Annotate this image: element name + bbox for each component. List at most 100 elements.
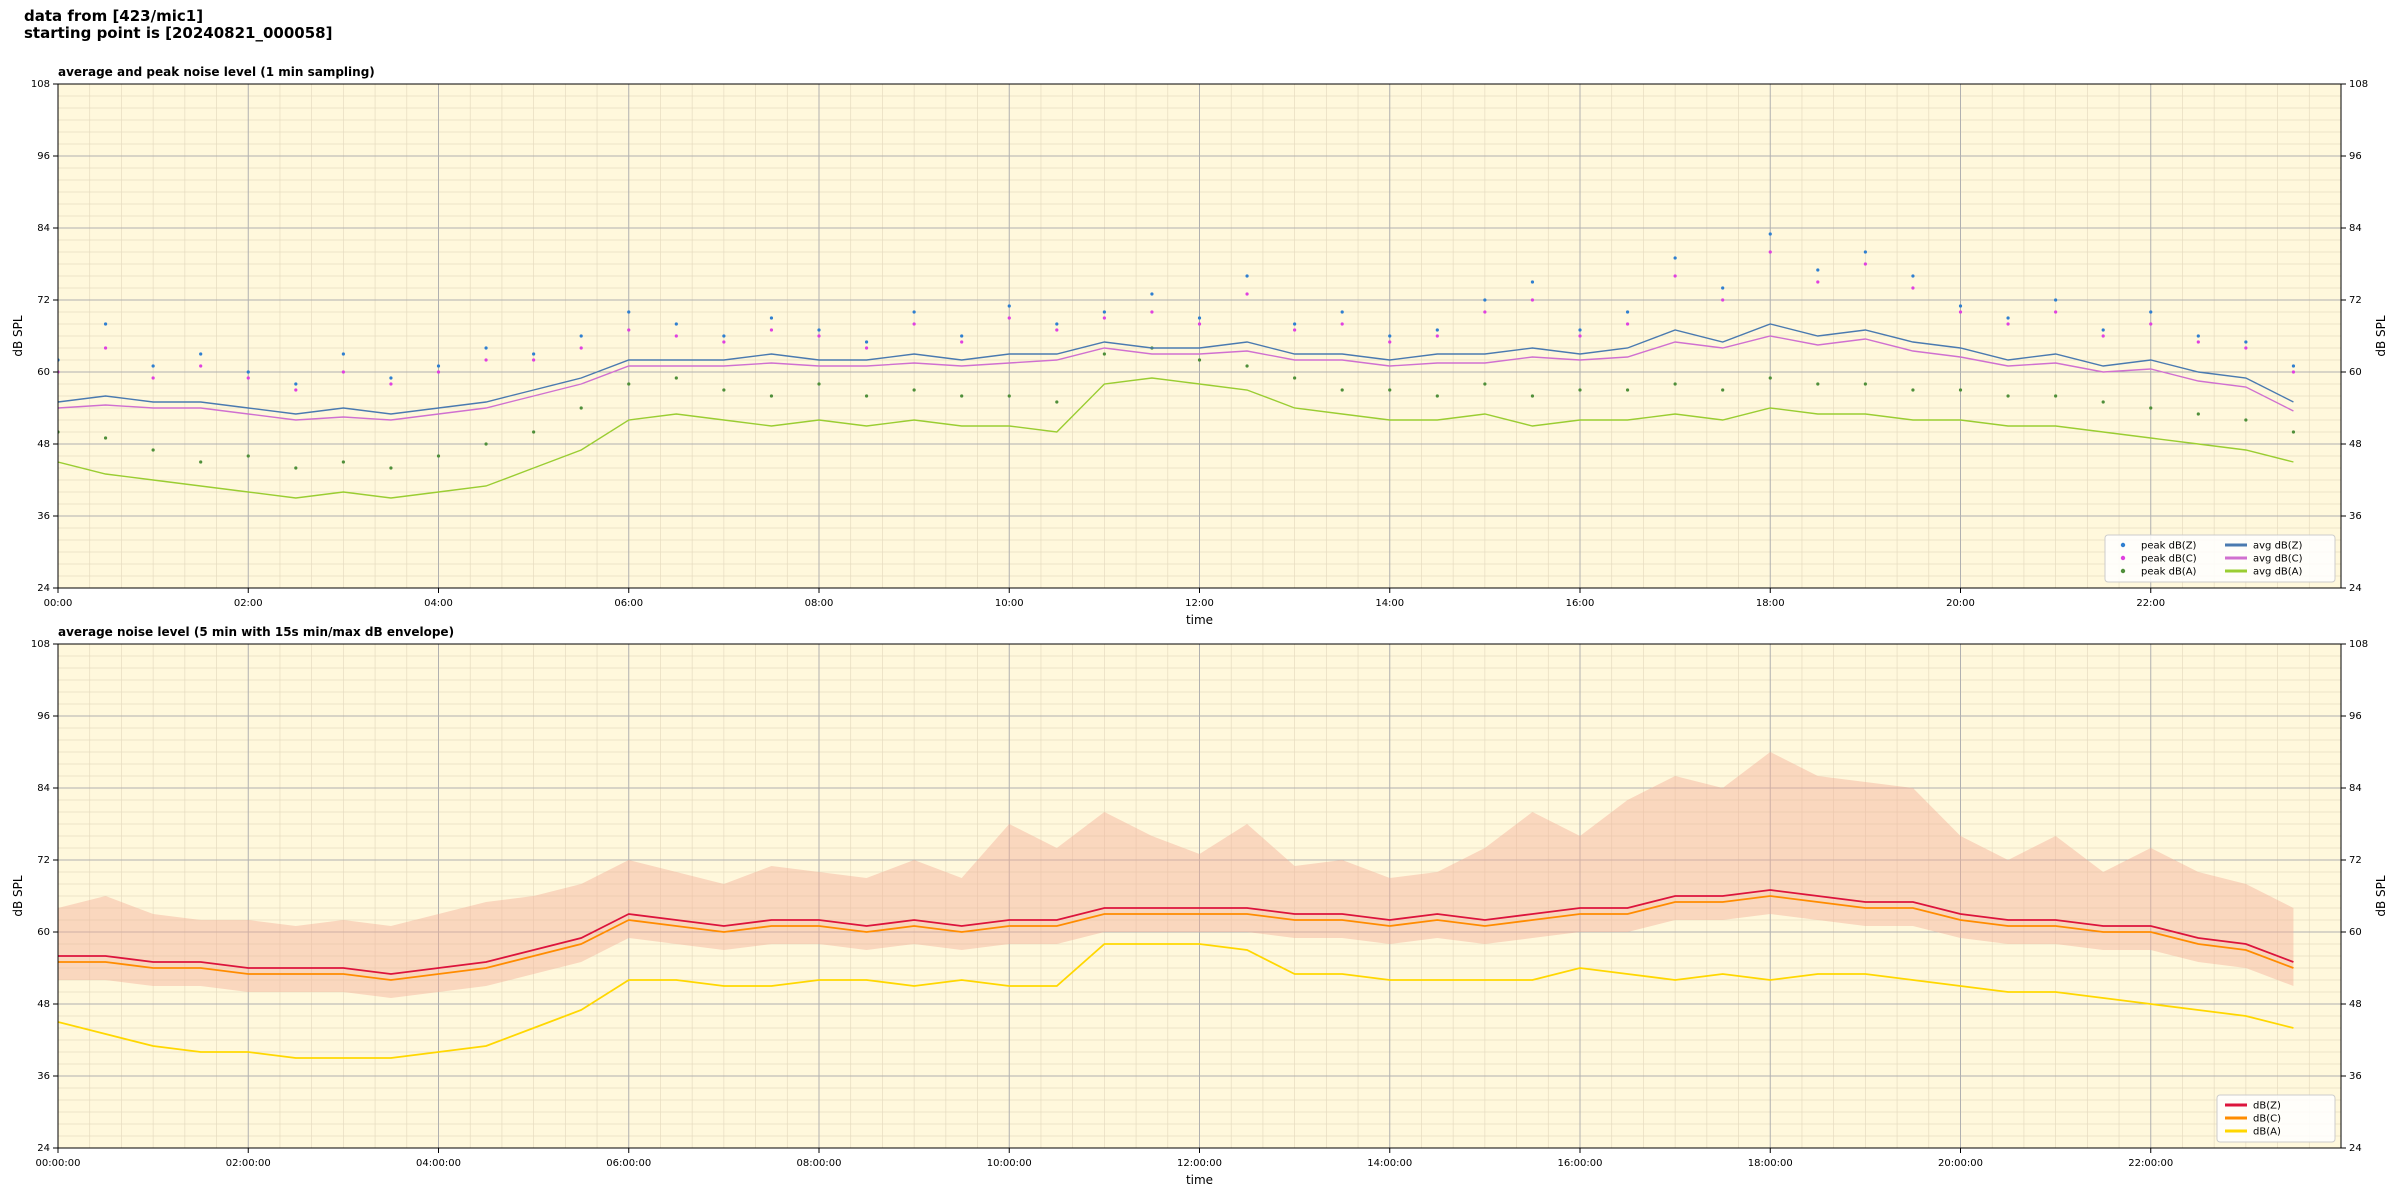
peak-point (627, 382, 631, 386)
peak-point (1625, 388, 1630, 392)
peak-point (1863, 382, 1867, 386)
y-tick-label: 60 (37, 927, 50, 938)
header-line: starting point is [20240821_000058] (24, 24, 332, 42)
axes-frame (57, 643, 2342, 1149)
peak-point (1435, 394, 1439, 398)
peak-point (1197, 316, 1202, 320)
y-tick-label: 48 (37, 999, 50, 1010)
axes-frame (57, 83, 2342, 589)
peak-point (1340, 310, 1344, 314)
peak-point (579, 406, 583, 410)
peak-point (1911, 274, 1915, 278)
peak-point (1388, 334, 1392, 338)
x-tick-label: 20:00:00 (1938, 1158, 1983, 1169)
peak-point (864, 346, 869, 350)
y-tick-label: 84 (2349, 223, 2362, 234)
peak-point (2101, 334, 2105, 338)
x-tick-label: 06:00:00 (606, 1158, 651, 1169)
y-tick-label: 24 (37, 583, 50, 594)
x-tick-label: 04:00:00 (416, 1158, 461, 1169)
peak-point (1673, 256, 1677, 260)
peak-point (1768, 232, 1772, 236)
peak-point (2244, 346, 2248, 350)
peak-point (864, 394, 869, 398)
legend-label: peak dB(Z) (2141, 541, 2197, 552)
peak-point (484, 442, 488, 446)
peak-point (532, 430, 536, 434)
peak-point (1293, 376, 1297, 380)
peak-point (294, 388, 298, 392)
peak-point (1435, 328, 1439, 332)
peak-point (1673, 274, 1677, 278)
peak-point (674, 322, 678, 326)
x-tick-label: 02:00 (234, 598, 263, 609)
x-tick-label: 04:00 (424, 598, 453, 609)
axes-title: average and peak noise level (1 min samp… (58, 65, 375, 79)
peak-point (1816, 268, 1820, 272)
peak-point (960, 340, 964, 344)
peak-point (1102, 316, 1106, 320)
peak-point (864, 340, 869, 344)
x-tick-label: 00:00 (44, 598, 73, 609)
x-axis-label: time (1186, 613, 1213, 627)
header-line: data from [423/mic1] (24, 7, 203, 25)
peak-point (1768, 250, 1772, 254)
peak-point (1578, 328, 1582, 332)
peak-point (103, 346, 108, 350)
peak-point (103, 322, 108, 326)
peak-point (1150, 310, 1154, 314)
peak-point (912, 310, 916, 314)
x-tick-label: 18:00:00 (1748, 1158, 1793, 1169)
peak-point (1625, 310, 1630, 314)
legend-label: avg dB(A) (2253, 567, 2303, 578)
y-tick-label: 84 (37, 783, 50, 794)
peak-point (1958, 310, 1963, 314)
series-line (58, 943, 2294, 1059)
y-tick-label: 72 (37, 855, 50, 866)
peak-point (1578, 388, 1582, 392)
axes: 24 24 36 36 48 48 60 60 72 72 84 84 96 96 108 108 00:00 0… (11, 65, 2388, 627)
peak-point (294, 382, 298, 386)
y-tick-label: 48 (37, 439, 50, 450)
peak-point (1102, 352, 1106, 356)
x-tick-label: 10:00:00 (987, 1158, 1032, 1169)
plot-area (58, 752, 2294, 1059)
peak-point (1721, 298, 1725, 302)
peak-point (960, 334, 964, 338)
plot-area (58, 232, 2296, 499)
peak-point (1483, 298, 1487, 302)
peak-point (579, 346, 583, 350)
legend-label: avg dB(C) (2253, 554, 2303, 565)
y-tick-label: 96 (2349, 151, 2362, 162)
y-tick-label: 108 (31, 639, 50, 650)
y-tick-label: 36 (37, 511, 50, 522)
peak-point (1102, 310, 1106, 314)
peak-point (2291, 364, 2296, 368)
peak-point (1625, 322, 1630, 326)
y-tick-label: 108 (31, 79, 50, 90)
y-tick-label: 24 (2349, 1143, 2362, 1154)
y-tick-label: 24 (2349, 583, 2362, 594)
peak-point (532, 358, 536, 362)
y-tick-label: 96 (37, 151, 50, 162)
y-tick-label: 72 (2349, 295, 2362, 306)
envelope-area (58, 752, 2294, 998)
peak-point (1007, 316, 1011, 320)
y-axis-label: dB SPL (2374, 315, 2388, 357)
y-tick-label: 24 (37, 1143, 50, 1154)
peak-point (1768, 376, 1772, 380)
peak-point (436, 370, 441, 374)
y-tick-label: 108 (2349, 639, 2368, 650)
peak-point (2196, 412, 2200, 416)
series-line (58, 889, 2294, 975)
legend: peak dB(Z) peak dB(C) peak dB(A) avg dB(Z) a… (2104, 534, 2336, 583)
legend-marker (2120, 568, 2126, 574)
peak-point (912, 388, 916, 392)
peak-point (1721, 286, 1725, 290)
peak-point (912, 322, 916, 326)
peak-point (1388, 340, 1392, 344)
peak-point (1293, 328, 1297, 332)
peak-point (2054, 298, 2058, 302)
legend-marker (2120, 555, 2126, 561)
